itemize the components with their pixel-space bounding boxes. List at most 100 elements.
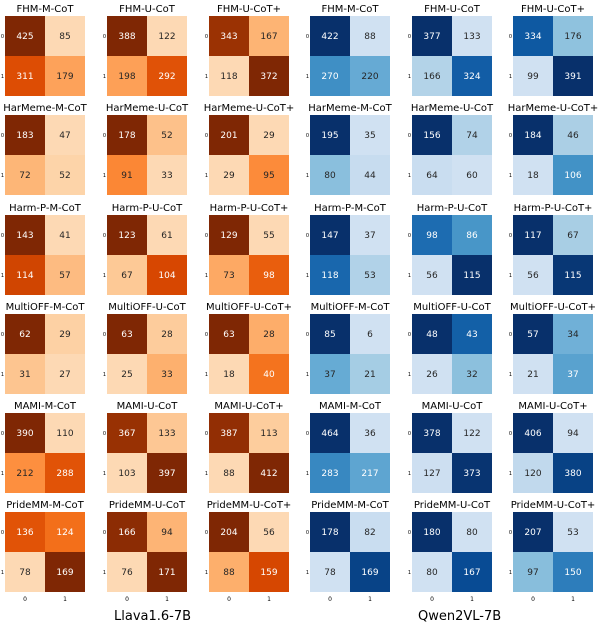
cell-value-harm-p-u-cot-llava-00: 123 — [118, 231, 135, 241]
heatmap-cell-harmeme-u-cot-qwen-00 — [412, 115, 452, 155]
heatmap-cell-harmeme-u-cot--qwen-10 — [513, 155, 553, 195]
cell-value-pridemm-u-cot--llava-10: 88 — [223, 568, 235, 578]
y-tick-label-multioff-m-cot-llava-0: 0 — [1, 332, 4, 338]
cell-value-harm-p-m-cot-llava-11: 57 — [59, 271, 70, 281]
y-tick-label-harm-p-m-cot-llava-0: 0 — [1, 233, 4, 239]
heatmap-cell-fhm-u-cot--llava-01 — [249, 16, 289, 56]
heatmap-cell-multioff-m-cot-qwen-11 — [350, 354, 390, 394]
cell-value-fhm-u-cot-qwen-10: 166 — [423, 72, 440, 82]
cell-value-harmeme-u-cot-qwen-10: 64 — [426, 171, 438, 181]
cell-value-harmeme-u-cot--llava-00: 201 — [220, 131, 237, 141]
heatmap-cell-harm-p-m-cot-qwen-11 — [350, 255, 390, 295]
cell-value-harm-p-u-cot--llava-01: 55 — [263, 231, 274, 241]
panel-title-pridemm-u-cot--llava: PrideMM-U-CoT+ — [207, 500, 292, 511]
cell-value-multioff-u-cot-llava-00: 63 — [121, 330, 132, 340]
cell-value-multioff-m-cot-qwen-00: 85 — [324, 330, 335, 340]
heatmap-cell-fhm-u-cot--qwen-10 — [513, 56, 553, 96]
cell-value-harmeme-m-cot-qwen-10: 80 — [324, 171, 336, 181]
heatmap-cell-mami-u-cot--llava-11 — [249, 453, 289, 493]
heatmap-cell-pridemm-u-cot-qwen-01 — [452, 512, 492, 552]
heatmap-cell-mami-u-cot--llava-10 — [209, 453, 249, 493]
heatmap-cell-harm-p-m-cot-qwen-01 — [350, 215, 390, 255]
heatmap-cell-harm-p-u-cot-llava-11 — [147, 255, 187, 295]
cell-value-harmeme-m-cot-qwen-01: 35 — [364, 131, 375, 141]
cell-value-multioff-m-cot-llava-00: 62 — [19, 330, 30, 340]
heatmap-cell-pridemm-u-cot-llava-01 — [147, 512, 187, 552]
panel-title-fhm-u-cot--qwen: FHM-U-CoT+ — [521, 4, 585, 15]
heatmap-cell-harmeme-m-cot-llava-01 — [45, 115, 85, 155]
y-tick-label-multioff-u-cot--qwen-0: 0 — [509, 332, 512, 338]
cell-value-mami-u-cot-llava-01: 133 — [158, 429, 175, 439]
heatmap-cell-multioff-u-cot--qwen-10 — [513, 354, 553, 394]
y-tick-label-multioff-m-cot-llava-1: 1 — [1, 372, 4, 378]
x-tick-label-pridemm-u-cot-qwen-1: 1 — [470, 596, 474, 603]
heatmap-cell-harmeme-u-cot-llava-00 — [107, 115, 147, 155]
heatmap-cell-pridemm-u-cot-qwen-00 — [412, 512, 452, 552]
panel-title-multioff-m-cot-qwen: MultiOFF-M-CoT — [311, 302, 391, 313]
y-tick-label-multioff-u-cot--llava-1: 1 — [205, 372, 208, 378]
y-tick-label-harmeme-u-cot-qwen-1: 1 — [408, 173, 411, 179]
y-tick-label-fhm-u-cot--qwen-0: 0 — [509, 34, 512, 40]
group-label-llava: Llava1.6-7B — [114, 609, 192, 624]
heatmap-cell-mami-u-cot--qwen-00 — [513, 413, 553, 453]
cell-value-pridemm-u-cot--qwen-00: 207 — [524, 528, 541, 538]
cell-value-pridemm-u-cot-qwen-01: 80 — [466, 528, 478, 538]
heatmap-cell-mami-u-cot-qwen-01 — [452, 413, 492, 453]
cell-value-pridemm-m-cot-llava-11: 169 — [56, 568, 73, 578]
panel-title-harmeme-u-cot--llava: HarMeme-U-CoT+ — [204, 103, 295, 114]
panel-title-fhm-m-cot-llava: FHM-M-CoT — [17, 4, 75, 15]
cell-value-multioff-u-cot-qwen-00: 48 — [426, 330, 438, 340]
heatmap-cell-multioff-u-cot-llava-00 — [107, 314, 147, 354]
cell-value-harm-p-u-cot--llava-11: 98 — [263, 271, 275, 281]
cell-value-mami-u-cot-llava-10: 103 — [118, 469, 135, 479]
heatmap-cell-harm-p-u-cot--qwen-11 — [553, 255, 593, 295]
heatmap-cell-mami-m-cot-qwen-01 — [350, 413, 390, 453]
y-tick-label-harmeme-m-cot-llava-0: 0 — [1, 133, 4, 139]
heatmap-cell-harm-p-u-cot-llava-10 — [107, 255, 147, 295]
heatmap-cell-mami-u-cot-llava-01 — [147, 413, 187, 453]
y-tick-label-pridemm-u-cot-llava-0: 0 — [103, 530, 106, 536]
cell-value-pridemm-u-cot--llava-00: 204 — [220, 528, 237, 538]
heatmap-cell-harm-p-u-cot-qwen-10 — [412, 255, 452, 295]
heatmap-cell-mami-u-cot--llava-00 — [209, 413, 249, 453]
cell-value-multioff-u-cot-qwen-01: 43 — [466, 330, 477, 340]
cell-value-harmeme-m-cot-qwen-11: 44 — [364, 171, 376, 181]
heatmap-cell-multioff-m-cot-qwen-01 — [350, 314, 390, 354]
heatmap-cell-harm-p-m-cot-qwen-00 — [310, 215, 350, 255]
cell-value-harmeme-u-cot--qwen-00: 184 — [524, 131, 541, 141]
y-tick-label-mami-u-cot--llava-1: 1 — [205, 471, 208, 477]
cell-value-multioff-u-cot-llava-11: 33 — [161, 370, 172, 380]
heatmap-cell-mami-m-cot-qwen-11 — [350, 453, 390, 493]
panel-title-mami-u-cot-qwen: MAMI-U-CoT — [422, 401, 484, 412]
cell-value-harm-p-u-cot--qwen-01: 67 — [567, 231, 578, 241]
panel-title-mami-u-cot--llava: MAMI-U-CoT+ — [214, 401, 283, 412]
cell-value-harmeme-u-cot--qwen-11: 106 — [564, 171, 581, 181]
heatmap-cell-pridemm-m-cot-qwen-11 — [350, 552, 390, 592]
heatmap-cell-fhm-u-cot--qwen-01 — [553, 16, 593, 56]
cell-value-multioff-u-cot--llava-01: 28 — [263, 330, 275, 340]
y-tick-label-fhm-u-cot-qwen-1: 1 — [408, 74, 411, 80]
cell-value-pridemm-u-cot--llava-11: 159 — [260, 568, 277, 578]
y-tick-label-pridemm-u-cot--llava-1: 1 — [205, 570, 208, 576]
cell-value-mami-u-cot--qwen-10: 120 — [524, 469, 541, 479]
heatmap-cell-harmeme-u-cot--qwen-00 — [513, 115, 553, 155]
cell-value-pridemm-u-cot-qwen-11: 167 — [463, 568, 480, 578]
heatmap-cell-mami-u-cot--qwen-01 — [553, 413, 593, 453]
heatmap-cell-harmeme-m-cot-qwen-11 — [350, 155, 390, 195]
cell-value-mami-m-cot-qwen-00: 464 — [321, 429, 338, 439]
heatmap-cell-harm-p-u-cot-llava-01 — [147, 215, 187, 255]
heatmap-cell-harm-p-m-cot-llava-00 — [5, 215, 45, 255]
cell-value-multioff-u-cot-llava-01: 28 — [161, 330, 173, 340]
y-tick-label-harm-p-u-cot--llava-0: 0 — [205, 233, 208, 239]
cell-value-fhm-u-cot--qwen-00: 334 — [524, 32, 541, 42]
panel-title-harmeme-u-cot--qwen: HarMeme-U-CoT+ — [508, 103, 598, 114]
heatmap-cell-multioff-u-cot--llava-11 — [249, 354, 289, 394]
heatmap-cell-mami-u-cot--qwen-10 — [513, 453, 553, 493]
cell-value-harm-p-u-cot-qwen-01: 86 — [466, 231, 478, 241]
heatmap-cell-mami-u-cot-qwen-00 — [412, 413, 452, 453]
heatmap-cell-pridemm-m-cot-llava-01 — [45, 512, 85, 552]
heatmap-cell-harmeme-u-cot--qwen-01 — [553, 115, 593, 155]
cell-value-mami-u-cot--llava-00: 387 — [220, 429, 237, 439]
cell-value-multioff-m-cot-llava-10: 31 — [19, 370, 30, 380]
